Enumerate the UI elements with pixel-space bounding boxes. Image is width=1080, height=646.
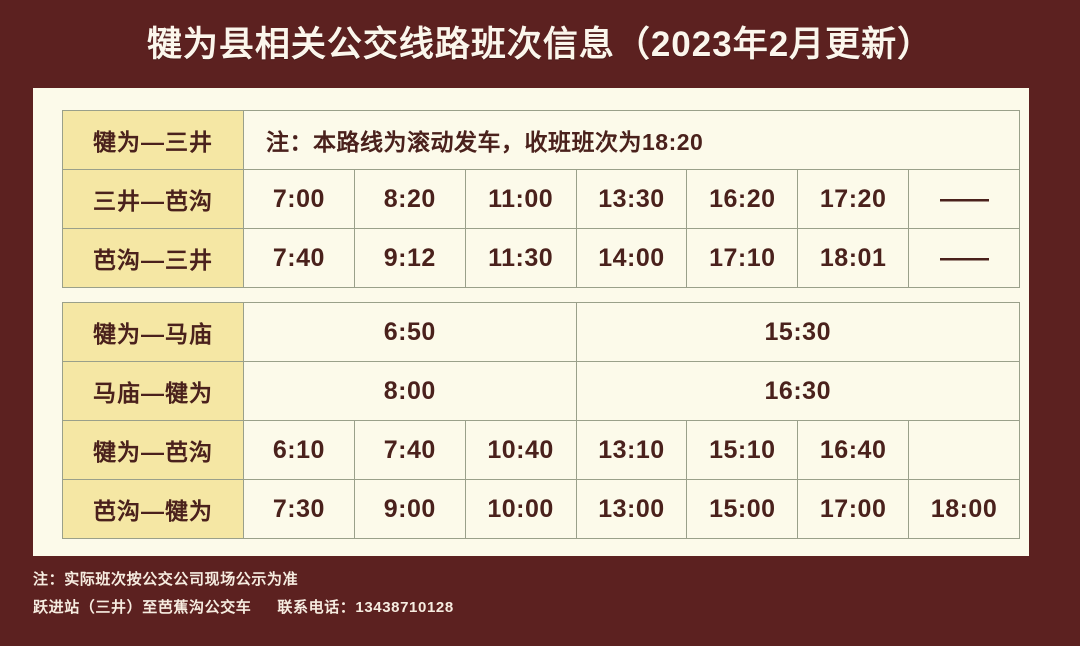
departure-time-cell: 8:20 (353, 169, 466, 229)
departure-time-cell: 16:30 (575, 361, 1021, 421)
table-row: 芭沟—犍为 7:30 9:00 10:00 13:00 15:00 17:00 … (62, 479, 1020, 539)
table-row: 犍为—马庙 6:50 15:30 (62, 302, 1021, 362)
departure-time-cell: 8:00 (243, 361, 577, 421)
departure-time-cell: 10:40 (464, 420, 577, 480)
departure-time-cell: 16:20 (686, 169, 799, 229)
departure-time-cell: 18:00 (908, 479, 1020, 539)
route-label-cell: 三井—芭沟 (62, 169, 244, 229)
schedule-panel: 犍为—三井 注：本路线为滚动发车，收班班次为18:20 三井—芭沟 7:00 8… (33, 88, 1029, 556)
departure-time-cell: 6:50 (243, 302, 577, 362)
schedule-table-sanjing: 犍为—三井 注：本路线为滚动发车，收班班次为18:20 三井—芭沟 7:00 8… (62, 110, 1020, 288)
departure-time-cell-empty: —— (908, 169, 1020, 229)
departure-time-cell: 18:01 (797, 228, 910, 288)
departure-time-cell: 9:00 (353, 479, 466, 539)
table-row: 犍为—芭沟 6:10 7:40 10:40 13:10 15:10 16:40 (62, 420, 1020, 480)
departure-time-cell: 13:00 (575, 479, 688, 539)
route-label-cell: 犍为—芭沟 (62, 420, 244, 480)
departure-time-cell: 7:40 (243, 228, 355, 288)
page-title-text: 犍为县相关公交线路班次信息（2023年2月更新） (146, 25, 934, 64)
departure-time-cell: 14:00 (575, 228, 688, 288)
departure-time-cell: 11:00 (464, 169, 577, 229)
table-row: 犍为—三井 注：本路线为滚动发车，收班班次为18:20 (62, 110, 1020, 170)
departure-time-cell: 13:10 (575, 420, 688, 480)
departure-time-cell: 15:30 (575, 302, 1021, 362)
departure-time-cell: 6:10 (243, 420, 355, 480)
table-row: 马庙—犍为 8:00 16:30 (62, 361, 1021, 421)
route-label-cell: 犍为—马庙 (62, 302, 244, 362)
departure-time-cell: 16:40 (797, 420, 910, 480)
departure-time-cell: 7:40 (353, 420, 466, 480)
departure-time-cell: 17:20 (797, 169, 910, 229)
departure-time-cell: 7:30 (243, 479, 355, 539)
footer-left-route: 跃进站（三井）至芭蕉沟公交车 (33, 599, 252, 616)
departure-time-cell: 13:30 (575, 169, 688, 229)
route-label-cell: 马庙—犍为 (62, 361, 244, 421)
footer-contacts: 跃进站（三井）至芭蕉沟公交车 联系电话：13438710128 芭蕉沟（马庙）至… (33, 596, 1047, 617)
footer-left-phone: 联系电话：13438710128 (277, 599, 454, 616)
departure-time-cell: 7:00 (243, 169, 355, 229)
departure-time-cell-empty (908, 420, 1020, 480)
route-label-cell: 犍为—三井 (62, 110, 244, 170)
route-note-cell: 注：本路线为滚动发车，收班班次为18:20 (243, 110, 1020, 170)
footer-contact-left: 跃进站（三井）至芭蕉沟公交车 联系电话：13438710128 (33, 596, 593, 617)
route-label-cell: 芭沟—三井 (62, 228, 244, 288)
footer-disclaimer: 注：实际班次按公交公司现场公示为准 (33, 571, 299, 588)
departure-time-cell: 10:00 (464, 479, 577, 539)
schedule-table-mamiao-bagou: 犍为—马庙 6:50 15:30 马庙—犍为 8:00 16:30 犍为—芭沟 … (62, 302, 1021, 539)
footer: 注：实际班次按公交公司现场公示为准 跃进站（三井）至芭蕉沟公交车 联系电话：13… (0, 566, 1080, 646)
page-title: 犍为县相关公交线路班次信息（2023年2月更新） (0, 22, 1080, 68)
departure-time-cell: 9:12 (353, 228, 466, 288)
departure-time-cell: 15:00 (686, 479, 799, 539)
footer-contact-right: 芭蕉沟（马庙）至犍为公交车 联系电话：13981337789 (593, 596, 1047, 617)
departure-time-cell: 15:10 (686, 420, 799, 480)
departure-time-cell: 17:10 (686, 228, 799, 288)
table-row: 芭沟—三井 7:40 9:12 11:30 14:00 17:10 18:01 … (62, 228, 1020, 288)
departure-time-cell-empty: —— (908, 228, 1020, 288)
departure-time-cell: 17:00 (797, 479, 910, 539)
departure-time-cell: 11:30 (464, 228, 577, 288)
route-label-cell: 芭沟—犍为 (62, 479, 244, 539)
table-row: 三井—芭沟 7:00 8:20 11:00 13:30 16:20 17:20 … (62, 169, 1020, 229)
